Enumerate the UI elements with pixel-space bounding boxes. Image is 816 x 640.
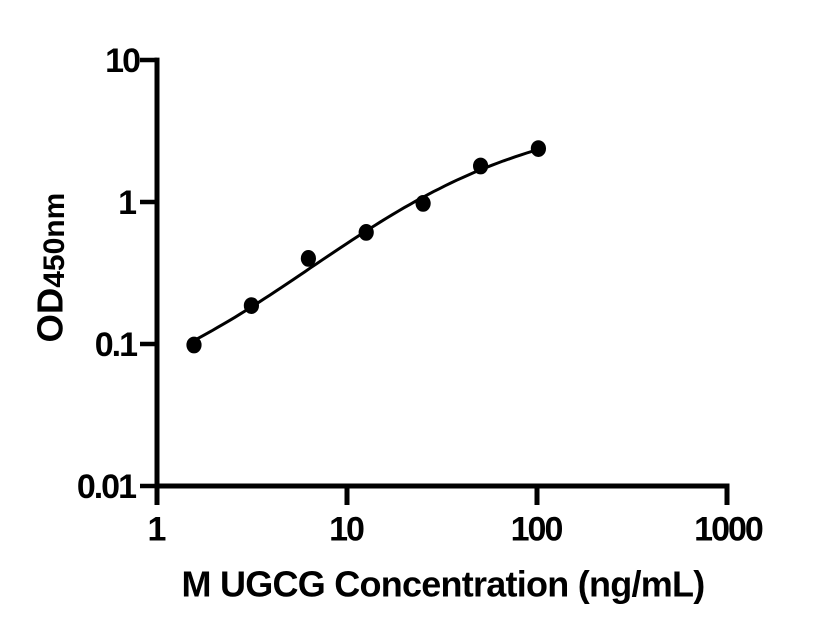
svg-text:1: 1 [148, 510, 166, 548]
svg-text:10: 10 [105, 42, 140, 80]
svg-text:0.01: 0.01 [77, 468, 136, 506]
svg-text:0.1: 0.1 [95, 326, 137, 364]
svg-text:1000: 1000 [694, 510, 763, 548]
svg-text:1: 1 [118, 184, 136, 222]
svg-text:M UGCG Concentration (ng/mL): M UGCG Concentration (ng/mL) [182, 564, 705, 605]
svg-text:10: 10 [329, 510, 364, 548]
svg-text:100: 100 [511, 510, 563, 548]
